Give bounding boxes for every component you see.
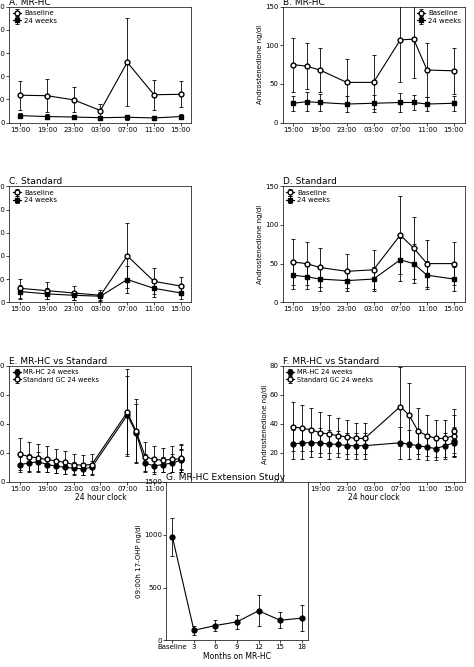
Text: A. MR-HC: A. MR-HC (9, 0, 51, 7)
Y-axis label: Androstenedione ng/dl: Androstenedione ng/dl (257, 25, 264, 104)
Legend: Baseline, 24 weeks: Baseline, 24 weeks (286, 190, 330, 203)
Text: E. MR-HC vs Standard: E. MR-HC vs Standard (9, 357, 108, 366)
Text: D. Standard: D. Standard (283, 177, 337, 186)
Legend: Baseline, 24 weeks: Baseline, 24 weeks (13, 10, 57, 23)
Legend: MR-HC 24 weeks, Standard GC 24 weeks: MR-HC 24 weeks, Standard GC 24 weeks (286, 370, 373, 383)
Legend: MR-HC 24 weeks, Standard GC 24 weeks: MR-HC 24 weeks, Standard GC 24 weeks (13, 370, 100, 383)
X-axis label: Months on MR-HC: Months on MR-HC (203, 652, 271, 661)
Legend: Baseline, 24 weeks: Baseline, 24 weeks (13, 190, 57, 203)
Y-axis label: 09:00h 17-OHP ng/dl: 09:00h 17-OHP ng/dl (137, 524, 142, 598)
X-axis label: 24 hour clock: 24 hour clock (75, 494, 126, 502)
Text: G. MR-HC Extension Study: G. MR-HC Extension Study (166, 473, 285, 482)
Text: B. MR-HC: B. MR-HC (283, 0, 324, 7)
Y-axis label: Androstenedione ng/dl: Androstenedione ng/dl (262, 384, 268, 464)
Y-axis label: Androstenedione ng/dl: Androstenedione ng/dl (257, 205, 264, 284)
X-axis label: 24 hour clock: 24 hour clock (348, 494, 399, 502)
Text: F. MR-HC vs Standard: F. MR-HC vs Standard (283, 357, 379, 366)
Text: C. Standard: C. Standard (9, 177, 63, 186)
Legend: Baseline, 24 weeks: Baseline, 24 weeks (417, 10, 461, 23)
